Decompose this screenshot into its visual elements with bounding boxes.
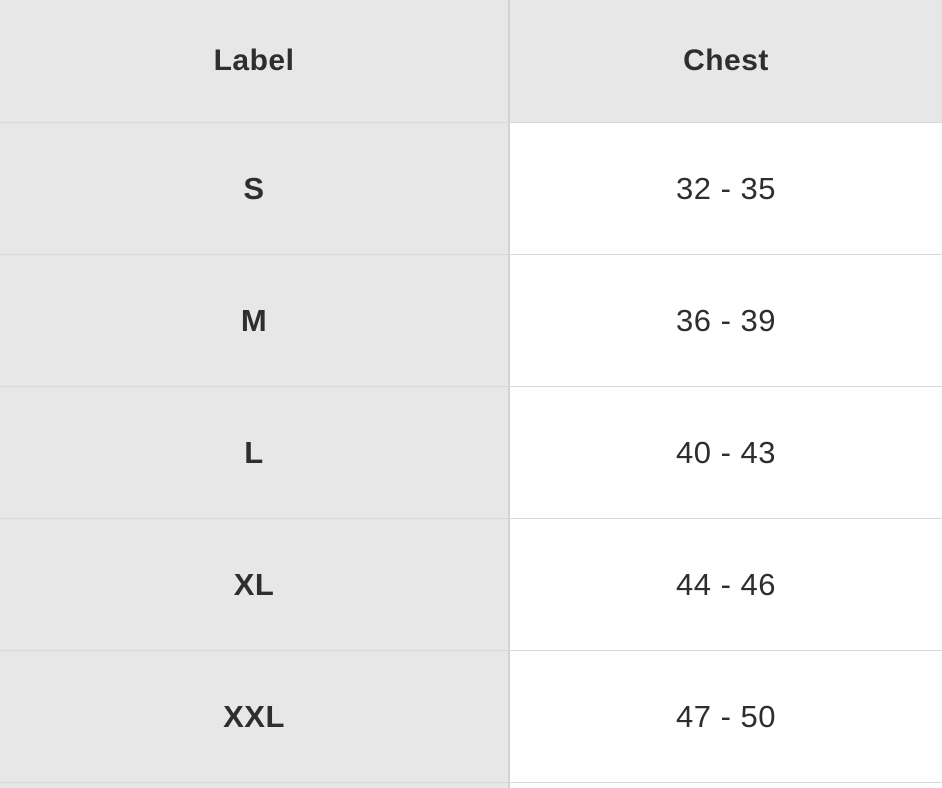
chest-range-cell: 44 - 46 <box>510 519 942 650</box>
table-row-clipped <box>0 783 942 788</box>
chest-range-cell: 40 - 43 <box>510 387 942 518</box>
column-header-label: Label <box>0 0 510 122</box>
chest-range-text: 36 - 39 <box>675 302 776 338</box>
size-label-cell <box>0 783 510 788</box>
table-row-xl: XL 44 - 46 <box>0 519 942 651</box>
size-label-cell: M <box>0 255 510 386</box>
table-row-l: L 40 - 43 <box>0 387 942 519</box>
size-label-cell: XL <box>0 519 510 650</box>
table-row-s: S 32 - 35 <box>0 123 942 255</box>
chest-range-text: 44 - 46 <box>675 566 776 602</box>
chest-range-text: 40 - 43 <box>675 434 776 470</box>
chest-range-cell: 36 - 39 <box>510 255 942 386</box>
size-label-text: XXL <box>223 698 285 734</box>
table-row-m: M 36 - 39 <box>0 255 942 387</box>
chest-range-text: 32 - 35 <box>675 170 776 206</box>
column-header-label-text: Label <box>213 44 295 77</box>
size-label-text: S <box>243 170 265 206</box>
size-label-cell: S <box>0 123 510 254</box>
chest-range-cell: 47 - 50 <box>510 651 942 782</box>
size-label-text: M <box>240 302 268 338</box>
column-header-chest: Chest <box>510 0 942 122</box>
size-label-text: L <box>244 434 264 470</box>
size-label-cell: L <box>0 387 510 518</box>
size-label-text: XL <box>233 566 275 602</box>
size-label-cell: XXL <box>0 651 510 782</box>
column-header-chest-text: Chest <box>683 44 769 77</box>
table-header-row: Label Chest <box>0 0 942 123</box>
table-row-xxl: XXL 47 - 50 <box>0 651 942 783</box>
chest-range-text: 47 - 50 <box>675 698 776 734</box>
chest-range-cell <box>510 783 942 788</box>
chest-range-cell: 32 - 35 <box>510 123 942 254</box>
